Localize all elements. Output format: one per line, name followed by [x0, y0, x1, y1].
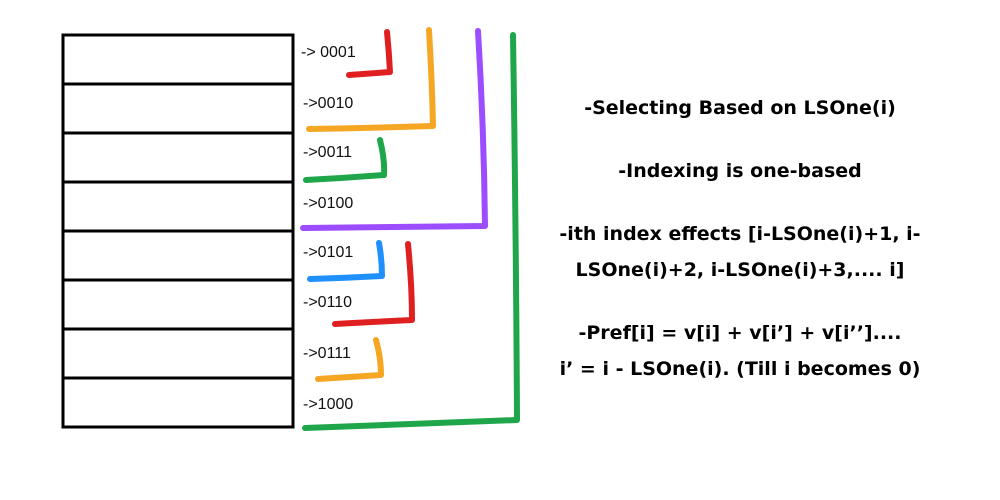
note-effects: -ith index effects [i-LSOne(i)+1, i- LSO… — [535, 216, 945, 288]
note-effects-line-1: -ith index effects [i-LSOne(i)+1, i- — [559, 223, 921, 245]
range-brackets — [300, 27, 520, 431]
bracket-index-6 — [332, 241, 415, 327]
array-cell-2 — [61, 82, 295, 135]
index-label-8: ->1000 — [303, 396, 353, 413]
array-cell-5 — [61, 229, 295, 282]
index-label-4: ->0100 — [303, 195, 353, 212]
note-prefix-line-1: -Pref[i] = v[i] + v[i’] + v[i’’].... — [578, 322, 902, 344]
index-label-6: ->0110 — [303, 294, 352, 311]
array-cells — [61, 33, 295, 429]
note-selecting-text: -Selecting Based on LSOne(i) — [584, 97, 896, 119]
array-cell-8 — [61, 376, 295, 429]
array-cell-6 — [61, 278, 295, 331]
array-cell-3 — [61, 131, 295, 184]
bracket-index-1 — [346, 29, 393, 78]
note-effects-line-2: LSOne(i)+2, i-LSOne(i)+3,.... i] — [575, 259, 905, 281]
note-prefix-line-2: i’ = i - LSOne(i). (Till i becomes 0) — [559, 358, 921, 380]
note-indexing: -Indexing is one-based — [535, 153, 945, 189]
bracket-index-7 — [315, 337, 384, 382]
bracket-index-8 — [302, 32, 520, 431]
bracket-index-2 — [306, 27, 436, 132]
array-cell-1 — [61, 33, 295, 86]
array-cell-7 — [61, 327, 295, 380]
bracket-index-4 — [300, 28, 488, 231]
explanation-notes: -Selecting Based on LSOne(i) -Indexing i… — [535, 90, 945, 387]
note-indexing-text: -Indexing is one-based — [618, 160, 862, 182]
index-label-1: -> 0001 — [301, 44, 356, 61]
bracket-index-3 — [303, 137, 388, 183]
index-label-2: ->0010 — [303, 95, 353, 112]
note-prefix: -Pref[i] = v[i] + v[i’] + v[i’’].... i’ … — [535, 315, 945, 387]
note-selecting: -Selecting Based on LSOne(i) — [535, 90, 945, 126]
index-label-5: ->0101 — [303, 244, 353, 261]
index-labels: -> 0001 ->0010 ->0011 ->0100 ->0101 ->01… — [301, 44, 356, 413]
bracket-index-5 — [307, 240, 385, 282]
array-cell-4 — [61, 180, 295, 233]
index-label-7: ->0111 — [303, 345, 351, 362]
index-label-3: ->0011 — [303, 144, 352, 161]
